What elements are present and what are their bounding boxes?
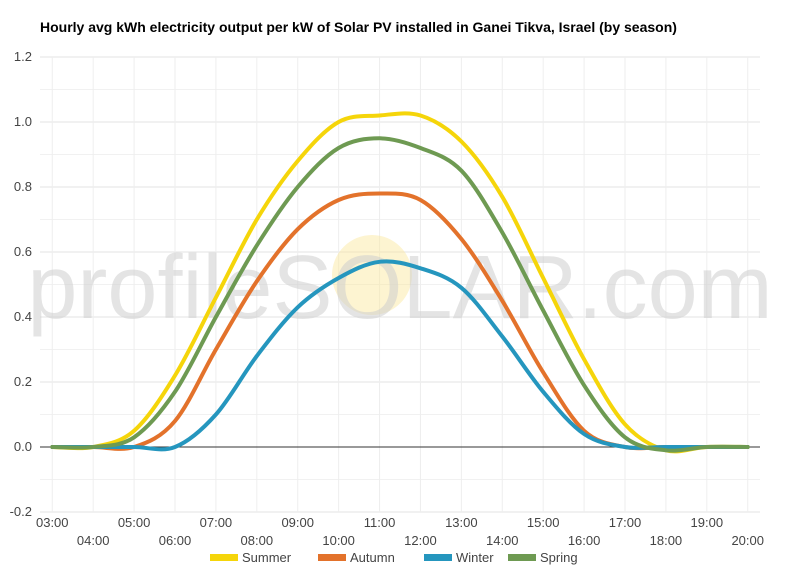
legend-label: Winter bbox=[456, 550, 494, 565]
x-tick-label: 19:00 bbox=[691, 515, 724, 530]
x-tick-label: 03:00 bbox=[36, 515, 69, 530]
legend-swatch bbox=[318, 554, 346, 561]
y-axis-ticks: -0.2 0.0 0.2 0.4 0.6 0.8 1.0 1.2 bbox=[10, 49, 32, 519]
y-tick-label: -0.2 bbox=[10, 504, 32, 519]
legend: Summer Autumn Winter Spring bbox=[210, 550, 578, 565]
x-tick-label: 07:00 bbox=[200, 515, 233, 530]
legend-item-winter[interactable]: Winter bbox=[424, 550, 494, 565]
watermark-text: profileSOLAR.com bbox=[27, 238, 772, 338]
x-tick-label: 04:00 bbox=[77, 533, 110, 548]
y-tick-label: 0.2 bbox=[14, 374, 32, 389]
x-tick-label: 05:00 bbox=[118, 515, 151, 530]
chart-title: Hourly avg kWh electricity output per kW… bbox=[40, 19, 677, 35]
x-tick-label: 08:00 bbox=[241, 533, 274, 548]
legend-label: Spring bbox=[540, 550, 578, 565]
y-tick-label: 0.4 bbox=[14, 309, 32, 324]
x-axis-ticks: 03:00 04:00 05:00 06:00 07:00 08:00 09:00 10:00… bbox=[36, 515, 764, 548]
legend-item-spring[interactable]: Spring bbox=[508, 550, 578, 565]
y-tick-label: 1.0 bbox=[14, 114, 32, 129]
y-tick-label: 0.6 bbox=[14, 244, 32, 259]
watermark: profileSOLAR.com bbox=[27, 235, 773, 338]
grid-lines bbox=[40, 56, 760, 513]
legend-swatch bbox=[424, 554, 452, 561]
legend-item-autumn[interactable]: Autumn bbox=[318, 550, 395, 565]
series-line-summer bbox=[50, 111, 750, 454]
x-tick-label: 11:00 bbox=[364, 515, 396, 530]
x-tick-label: 14:00 bbox=[486, 533, 519, 548]
x-tick-label: 16:00 bbox=[568, 533, 601, 548]
x-tick-label: 13:00 bbox=[445, 515, 478, 530]
y-tick-label: 0.0 bbox=[14, 439, 32, 454]
x-tick-label: 12:00 bbox=[404, 533, 437, 548]
watermark-sun-icon bbox=[332, 235, 412, 315]
legend-label: Autumn bbox=[350, 550, 395, 565]
series-lines bbox=[50, 111, 750, 454]
x-tick-label: 18:00 bbox=[650, 533, 683, 548]
legend-swatch bbox=[508, 554, 536, 561]
series-line-winter bbox=[50, 259, 750, 452]
x-tick-label: 06:00 bbox=[159, 533, 192, 548]
y-tick-label: 1.2 bbox=[14, 49, 32, 64]
x-tick-label: 09:00 bbox=[281, 515, 314, 530]
legend-swatch bbox=[210, 554, 238, 561]
x-tick-label: 17:00 bbox=[609, 515, 642, 530]
x-tick-label: 15:00 bbox=[527, 515, 560, 530]
y-tick-label: 0.8 bbox=[14, 179, 32, 194]
series-line-spring bbox=[50, 136, 750, 453]
legend-label: Summer bbox=[242, 550, 292, 565]
legend-item-summer[interactable]: Summer bbox=[210, 550, 292, 565]
x-tick-label: 20:00 bbox=[731, 533, 764, 548]
x-tick-label: 10:00 bbox=[322, 533, 355, 548]
